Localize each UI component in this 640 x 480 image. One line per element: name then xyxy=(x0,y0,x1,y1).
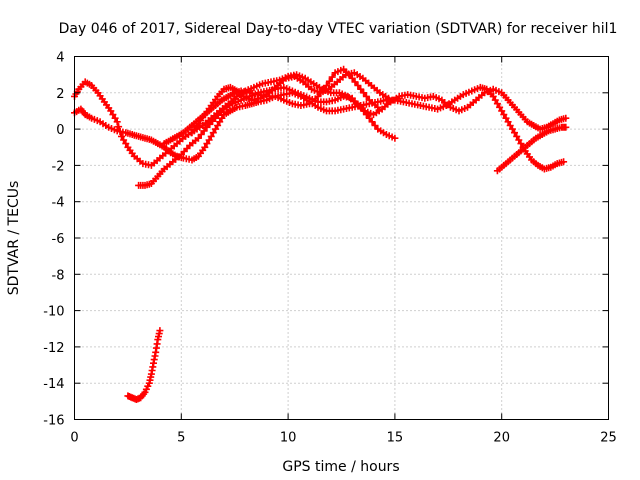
data-point-marker xyxy=(517,140,525,148)
data-point-marker xyxy=(493,100,501,108)
data-point-marker xyxy=(391,134,399,142)
data-point-marker xyxy=(357,85,365,93)
y-tick-label: 0 xyxy=(56,123,64,138)
tick-layer: 0 5 10 15 20 25 -16 -14 -12 -10 -8 -6 -4 -2 0 2 4 xyxy=(43,51,617,446)
data-point-marker xyxy=(371,122,379,129)
data-point-marker xyxy=(506,122,514,129)
series-track-5 xyxy=(188,69,392,137)
data-point-marker xyxy=(515,136,523,144)
y-tick-label: -2 xyxy=(52,159,65,174)
data-point-marker xyxy=(328,73,336,81)
data-point-marker xyxy=(562,123,570,131)
data-point-marker xyxy=(498,107,506,115)
data-point-marker xyxy=(113,118,121,126)
y-tick-label: -16 xyxy=(43,414,64,429)
data-point-marker xyxy=(360,107,368,115)
series-track-2 xyxy=(71,71,570,169)
series-line xyxy=(73,86,565,171)
data-point-marker xyxy=(362,92,370,100)
y-tick-label: -8 xyxy=(52,268,65,283)
data-point-marker xyxy=(502,114,510,122)
x-tick-label: 0 xyxy=(70,431,78,446)
data-point-marker xyxy=(111,114,119,122)
x-tick-label: 25 xyxy=(600,431,617,446)
data-point-marker xyxy=(351,78,359,86)
data-point-marker xyxy=(504,118,512,126)
data-point-marker xyxy=(207,132,215,140)
data-point-marker xyxy=(325,77,333,85)
data-point-marker xyxy=(374,103,382,111)
series-track-1 xyxy=(71,83,568,173)
data-point-marker xyxy=(205,136,213,144)
data-point-marker xyxy=(511,129,518,137)
data-point-marker xyxy=(513,132,521,140)
data-point-marker xyxy=(508,125,516,133)
series-track-7 xyxy=(124,327,164,403)
series-layer xyxy=(71,65,570,403)
data-point-marker xyxy=(203,140,211,148)
y-tick-label: 4 xyxy=(56,51,64,66)
data-point-marker xyxy=(357,103,365,111)
data-point-marker xyxy=(491,96,499,104)
data-point-marker xyxy=(116,128,124,135)
y-tick-label: -12 xyxy=(43,341,64,356)
data-point-marker xyxy=(214,122,222,129)
data-point-marker xyxy=(562,114,570,122)
y-tick-label: 2 xyxy=(56,87,64,102)
data-point-marker xyxy=(197,131,205,138)
data-point-marker xyxy=(194,134,202,142)
y-tick-label: -4 xyxy=(52,196,65,211)
data-point-marker xyxy=(120,136,128,144)
x-axis-label: GPS time / hours xyxy=(282,459,399,475)
series-track-6 xyxy=(493,123,570,175)
grid-layer xyxy=(74,56,609,420)
data-point-marker xyxy=(201,143,209,151)
data-point-marker xyxy=(360,89,368,97)
data-point-marker xyxy=(496,103,504,111)
y-axis-label: SDTVAR / TECUs xyxy=(6,181,22,296)
data-point-marker xyxy=(368,118,376,126)
data-point-marker xyxy=(218,114,226,122)
series-track-4 xyxy=(160,65,382,148)
data-point-marker xyxy=(362,111,370,119)
data-point-marker xyxy=(500,111,508,119)
data-point-marker xyxy=(107,107,115,115)
data-point-marker xyxy=(200,127,208,135)
data-point-marker xyxy=(118,132,125,140)
y-tick-label: -10 xyxy=(43,305,64,320)
chart-title: Day 046 of 2017, Sidereal Day-to-day VTE… xyxy=(59,21,618,37)
data-point-marker xyxy=(560,158,568,166)
data-point-marker xyxy=(354,82,362,89)
data-point-marker xyxy=(115,123,123,131)
data-point-marker xyxy=(216,118,224,126)
data-point-marker xyxy=(212,125,219,133)
data-point-marker xyxy=(109,111,117,119)
data-point-marker xyxy=(489,92,497,100)
y-tick-label: -14 xyxy=(43,377,64,392)
y-tick-label: -6 xyxy=(52,232,65,247)
data-point-marker xyxy=(156,327,164,335)
x-tick-label: 20 xyxy=(493,431,510,446)
data-point-marker xyxy=(365,114,373,122)
data-point-marker xyxy=(209,129,217,137)
x-tick-label: 10 xyxy=(280,431,297,446)
data-point-marker xyxy=(122,140,130,148)
x-tick-label: 5 xyxy=(177,431,185,446)
x-tick-label: 15 xyxy=(387,431,404,446)
data-point-marker xyxy=(385,94,392,102)
